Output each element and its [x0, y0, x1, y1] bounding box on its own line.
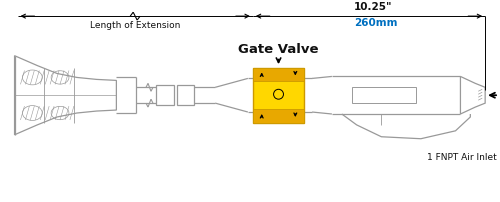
Text: 260mm: 260mm — [354, 18, 397, 28]
Text: 1 FNPT Air Inlet: 1 FNPT Air Inlet — [428, 152, 497, 161]
Bar — [352, 88, 416, 104]
Text: Gate Valve: Gate Valve — [238, 42, 319, 55]
Bar — [156, 86, 174, 106]
Bar — [253, 68, 304, 123]
Text: 10.25": 10.25" — [354, 2, 392, 12]
Bar — [253, 109, 304, 123]
Bar — [253, 68, 304, 82]
Text: Length of Extension: Length of Extension — [90, 21, 180, 30]
Bar — [176, 86, 194, 106]
